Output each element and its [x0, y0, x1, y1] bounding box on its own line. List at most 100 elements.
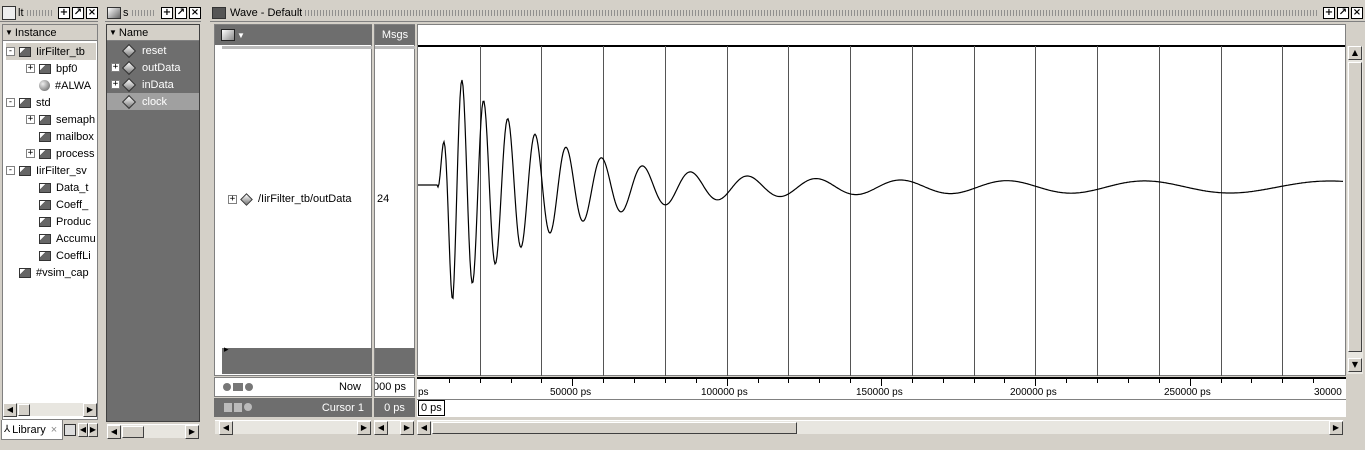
scroll-right-icon[interactable]: ▶: [83, 403, 97, 417]
timeline-tick: [1159, 379, 1160, 383]
waveform-svg: [418, 79, 1344, 300]
instance-hscroll-thumb[interactable]: [18, 404, 30, 416]
instance-tree-item[interactable]: Accumu: [26, 230, 96, 247]
object-item-clock[interactable]: clock: [107, 93, 199, 110]
instance-hscrollbar[interactable]: ◀ ▶: [3, 402, 97, 417]
zoom-cursor-icon[interactable]: [245, 383, 253, 391]
tree-expand-icon[interactable]: +: [26, 114, 35, 124]
instance-header-label: Instance: [14, 26, 57, 39]
module-icon: [39, 233, 51, 244]
instance-tree-item[interactable]: #ALWA: [26, 77, 96, 94]
dropdown-arrow-icon[interactable]: ▼: [237, 30, 245, 40]
timeline-tick: [727, 379, 728, 386]
module-icon: [39, 131, 51, 142]
objects-pane-grip[interactable]: [131, 9, 156, 16]
objects-hscrollbar[interactable]: ◀ ▶: [107, 424, 199, 439]
timeline-tick: [788, 379, 789, 383]
add-cursor-icon[interactable]: [223, 383, 231, 391]
wave-signal-hscrollbar[interactable]: ◀ ▶: [215, 420, 371, 435]
lock-icon[interactable]: [224, 403, 232, 412]
cursor-list-icon[interactable]: [233, 383, 243, 391]
library-tab[interactable]: ⅄ Library ×: [1, 420, 63, 440]
instance-pane-close-icon[interactable]: ×: [86, 6, 98, 19]
scroll-right-icon[interactable]: ▶: [357, 421, 371, 435]
instance-tree-label: Coeff_: [56, 198, 89, 211]
wave-add-icon[interactable]: +: [1323, 6, 1335, 19]
object-item-inData[interactable]: + inData: [107, 76, 199, 93]
module-icon: [39, 182, 51, 193]
scroll-down-icon[interactable]: ▼: [1348, 358, 1362, 372]
instance-tree-item[interactable]: + bpf0: [26, 60, 96, 77]
wave-time-hscroll-thumb[interactable]: [432, 422, 797, 434]
tree-leaf-spacer: [6, 268, 15, 277]
instance-tree-item[interactable]: + semaph: [26, 111, 96, 128]
wave-vscrollbar[interactable]: ▲ ▼: [1347, 46, 1363, 374]
waveform-area[interactable]: [417, 24, 1346, 376]
instance-pane-undock-icon[interactable]: ↗: [72, 6, 84, 19]
wave-window-grip[interactable]: [305, 9, 1318, 16]
timeline-tick: [603, 379, 604, 383]
instance-tree-item[interactable]: CoeffLi: [26, 247, 96, 264]
scroll-right-icon[interactable]: ▶: [1329, 421, 1343, 435]
cursor-marker-box[interactable]: 0 ps: [418, 400, 445, 416]
objects-hscroll-thumb[interactable]: [122, 426, 144, 438]
cursor-track[interactable]: [417, 399, 1346, 417]
object-expand-icon[interactable]: +: [111, 62, 120, 72]
tree-expand-icon[interactable]: -: [6, 97, 15, 107]
scroll-up-icon[interactable]: ▲: [1348, 46, 1362, 60]
wave-signal-row[interactable]: + /IirFilter_tb/outData: [228, 191, 352, 207]
instance-pane-grip[interactable]: [26, 9, 53, 16]
cursor-toolbar-icons[interactable]: [224, 403, 252, 412]
wave-vscroll-thumb[interactable]: [1348, 62, 1362, 352]
instance-pane-add-icon[interactable]: +: [58, 6, 70, 19]
wave-icon: [212, 6, 226, 19]
instance-tree-item[interactable]: mailbox: [26, 128, 96, 145]
timeline-tick: [572, 379, 573, 386]
instance-tree-item[interactable]: #vsim_cap: [6, 264, 96, 281]
wave-close-icon[interactable]: ×: [1351, 6, 1363, 19]
instance-tree-item[interactable]: - IirFilter_tb: [6, 43, 96, 60]
tab-scroll-left-icon[interactable]: ◀: [78, 423, 88, 437]
scroll-left-icon[interactable]: ◀: [107, 425, 121, 439]
signal-expand-icon[interactable]: +: [228, 193, 237, 204]
msgs-header-label: Msgs: [381, 29, 409, 41]
objects-pane-close-icon[interactable]: ×: [189, 6, 201, 19]
instance-tree-item[interactable]: Data_t: [26, 179, 96, 196]
timeline-tick: [696, 379, 697, 383]
scroll-left-icon[interactable]: ◀: [3, 403, 17, 417]
wave-toolbar-header[interactable]: ▼: [215, 25, 372, 45]
tree-expand-icon[interactable]: +: [26, 148, 35, 158]
objects-pane-add-icon[interactable]: +: [161, 6, 173, 19]
scroll-right-icon[interactable]: ▶: [400, 421, 414, 435]
scroll-left-icon[interactable]: ◀: [417, 421, 431, 435]
instance-tree-item[interactable]: - IirFilter_sv: [6, 162, 96, 179]
tree-expand-icon[interactable]: +: [26, 63, 35, 73]
instance-tree-item[interactable]: Produc: [26, 213, 96, 230]
wrench-icon[interactable]: [234, 403, 242, 412]
wave-undock-icon[interactable]: ↗: [1337, 6, 1349, 19]
tree-expand-icon[interactable]: -: [6, 165, 15, 175]
now-toolbar-icons[interactable]: [223, 383, 253, 391]
objects-column-header[interactable]: ▼ Name: [107, 25, 199, 41]
timeline-tick: [881, 379, 882, 386]
instance-column-header[interactable]: ▼ Instance: [3, 25, 97, 41]
instance-tree-label: Produc: [56, 215, 91, 228]
wave-time-hscrollbar[interactable]: ◀ ▶: [417, 420, 1343, 435]
wave-msgs-hscrollbar[interactable]: ◀ ▶: [374, 420, 414, 435]
wave-signal-menu-icon[interactable]: [221, 29, 235, 41]
scroll-right-icon[interactable]: ▶: [185, 425, 199, 439]
remove-cursor-icon[interactable]: [244, 403, 252, 411]
tree-expand-icon[interactable]: -: [6, 46, 15, 56]
library-tab-close-icon[interactable]: ×: [50, 423, 58, 436]
object-item-reset[interactable]: reset: [107, 42, 199, 59]
instance-tree-item[interactable]: Coeff_: [26, 196, 96, 213]
object-item-outData[interactable]: + outData: [107, 59, 199, 76]
scroll-left-icon[interactable]: ◀: [374, 421, 388, 435]
instance-tree-item[interactable]: - std: [6, 94, 96, 111]
object-expand-icon[interactable]: +: [111, 79, 120, 89]
tab-scroll-right-icon[interactable]: ▶: [88, 423, 98, 437]
scroll-left-icon[interactable]: ◀: [219, 421, 233, 435]
instance-tree-item[interactable]: + process: [26, 145, 96, 162]
objects-pane-undock-icon[interactable]: ↗: [175, 6, 187, 19]
sim-tab[interactable]: ◀ ▶: [64, 421, 100, 439]
